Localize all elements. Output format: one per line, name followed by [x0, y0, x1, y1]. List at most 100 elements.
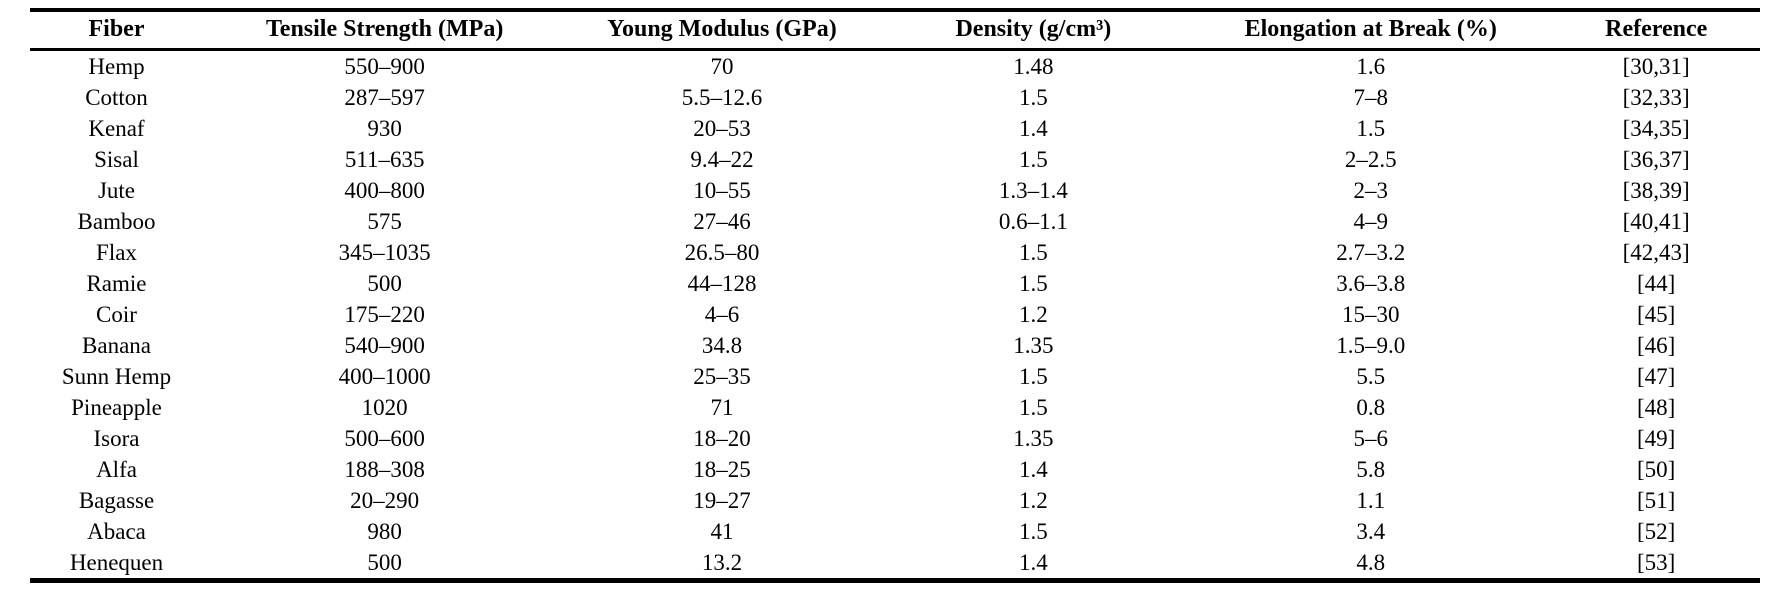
table-row: Bamboo 575 27–46 0.6–1.1 4–9 [40,41] [30, 206, 1760, 237]
table-cell: 400–1000 [338, 364, 431, 389]
table-cell: 500–600 [344, 426, 425, 451]
table-row: Henequen 500 13.2 1.4 4.8 [53] [30, 547, 1760, 581]
table-cell: 1.5 [1019, 85, 1048, 110]
table-cell: Jute [97, 178, 136, 203]
table-cell: 1.48 [1013, 54, 1054, 79]
column-header-density_g_cm3: Density (g/cm³) [877, 10, 1190, 51]
column-header-elongation_at_break_pct: Elongation at Break (%) [1189, 10, 1553, 51]
table-cell: 44–128 [687, 271, 757, 296]
table-cell: 188–308 [344, 457, 425, 482]
table-cell: 10–55 [693, 178, 751, 203]
table-cell: [45] [1637, 302, 1676, 327]
table-cell: 1.6 [1356, 54, 1386, 79]
table-cell: 1.5 [1019, 395, 1048, 420]
table-cell: 287–597 [344, 85, 425, 110]
table-cell: 3.4 [1356, 519, 1386, 544]
table-header: Fiber Tensile Strength (MPa) Young Modulus… [30, 10, 1760, 51]
table-cell: 5.5–12.6 [681, 85, 763, 110]
table-cell: Coir [96, 302, 137, 327]
table-cell: 20–53 [693, 116, 751, 141]
table-row: Alfa 188–308 18–25 1.4 5.8 [50] [30, 454, 1760, 485]
table-cell: 1.4 [1019, 457, 1048, 482]
table-cell: 1.5–9.0 [1336, 333, 1406, 358]
table-cell: [34,35] [1622, 116, 1690, 141]
table-cell: 1.5 [1356, 116, 1386, 141]
table-cell: Cotton [85, 85, 148, 110]
table-cell: 0.6–1.1 [998, 209, 1068, 234]
column-header-fiber: Fiber [30, 10, 203, 51]
column-header-young_modulus_gpa: Young Modulus (GPa) [566, 10, 878, 51]
table-row: Sunn Hemp 400–1000 25–35 1.5 5.5 [47] [30, 361, 1760, 392]
table-cell: [32,33] [1622, 85, 1690, 110]
table-cell: Bagasse [78, 488, 155, 513]
table-cell: 26.5–80 [684, 240, 760, 265]
header-row: Fiber Tensile Strength (MPa) Young Modulus… [30, 10, 1760, 51]
table-cell: 4–6 [704, 302, 740, 327]
table-cell: Sunn Hemp [61, 364, 172, 389]
table-cell: [53] [1637, 550, 1676, 575]
table-row: Coir 175–220 4–6 1.2 15–30 [45] [30, 299, 1760, 330]
table-row: Pineapple 1020 71 1.5 0.8 [48] [30, 392, 1760, 423]
table-cell: Ramie [86, 271, 147, 296]
table-cell: 41 [710, 519, 734, 544]
table-cell: 27–46 [693, 209, 751, 234]
table-cell: 19–27 [693, 488, 751, 513]
table-cell: Banana [82, 333, 151, 358]
table-cell: [38,39] [1622, 178, 1690, 203]
table-cell: 7–8 [1353, 85, 1388, 110]
table-cell: [42,43] [1622, 240, 1690, 265]
table-row: Ramie 500 44–128 1.5 3.6–3.8 [44] [30, 268, 1760, 299]
table-row: Banana 540–900 34.8 1.35 1.5–9.0 [46] [30, 330, 1760, 361]
table-cell: 500 [367, 550, 402, 575]
table-cell: [46] [1637, 333, 1676, 358]
table-cell: 1.5 [1019, 519, 1048, 544]
table-cell: 3.6–3.8 [1336, 271, 1406, 296]
table-cell: Bamboo [77, 209, 156, 234]
table-cell: 1.2 [1019, 488, 1048, 513]
table-cell: 25–35 [693, 364, 751, 389]
table-cell: 511–635 [344, 147, 425, 172]
table-row: Bagasse 20–290 19–27 1.2 1.1 [51] [30, 485, 1760, 516]
table-cell: 1.4 [1019, 550, 1048, 575]
table-cell: [44] [1637, 271, 1676, 296]
table-cell: 9.4–22 [690, 147, 754, 172]
table-cell: 5.8 [1356, 457, 1386, 482]
table-cell: 5.5 [1356, 364, 1386, 389]
table-cell: 175–220 [344, 302, 425, 327]
table-row: Sisal 511–635 9.4–22 1.5 2–2.5 [36,37] [30, 144, 1760, 175]
table-cell: 18–25 [693, 457, 751, 482]
table-cell: Alfa [96, 457, 137, 482]
table-cell: [51] [1637, 488, 1676, 513]
table-cell: 980 [367, 519, 402, 544]
table-cell: 1.5 [1019, 364, 1048, 389]
fiber-properties-table: Fiber Tensile Strength (MPa) Young Modulus… [30, 8, 1760, 583]
table-cell: 18–20 [693, 426, 751, 451]
table-cell: 0.8 [1356, 395, 1386, 420]
table-cell: 500 [367, 271, 402, 296]
table-cell: 13.2 [701, 550, 743, 575]
table-cell: Isora [93, 426, 140, 451]
table-cell: [30,31] [1622, 54, 1690, 79]
table-cell: 1.5 [1019, 147, 1048, 172]
table-cell: 15–30 [1341, 302, 1400, 327]
table-cell: 1.35 [1013, 333, 1054, 358]
table-cell: 70 [710, 54, 734, 79]
table-cell: 1.2 [1019, 302, 1048, 327]
table-row: Kenaf 930 20–53 1.4 1.5 [34,35] [30, 113, 1760, 144]
table-cell: [36,37] [1622, 147, 1690, 172]
column-header-tensile_strength_mpa: Tensile Strength (MPa) [203, 10, 567, 51]
table-cell: [52] [1637, 519, 1676, 544]
table-cell: [40,41] [1622, 209, 1690, 234]
table-cell: 550–900 [344, 54, 425, 79]
table-row: Hemp 550–900 70 1.48 1.6 [30,31] [30, 50, 1760, 83]
table-row: Abaca 980 41 1.5 3.4 [52] [30, 516, 1760, 547]
table-cell: 2.7–3.2 [1336, 240, 1406, 265]
table-cell: Hemp [88, 54, 145, 79]
table-cell: 2–3 [1353, 178, 1388, 203]
table-row: Isora 500–600 18–20 1.35 5–6 [49] [30, 423, 1760, 454]
table-row: Jute 400–800 10–55 1.3–1.4 2–3 [38,39] [30, 175, 1760, 206]
table-cell: 400–800 [344, 178, 425, 203]
table-cell: 1020 [361, 395, 408, 420]
table-cell: 5–6 [1353, 426, 1388, 451]
